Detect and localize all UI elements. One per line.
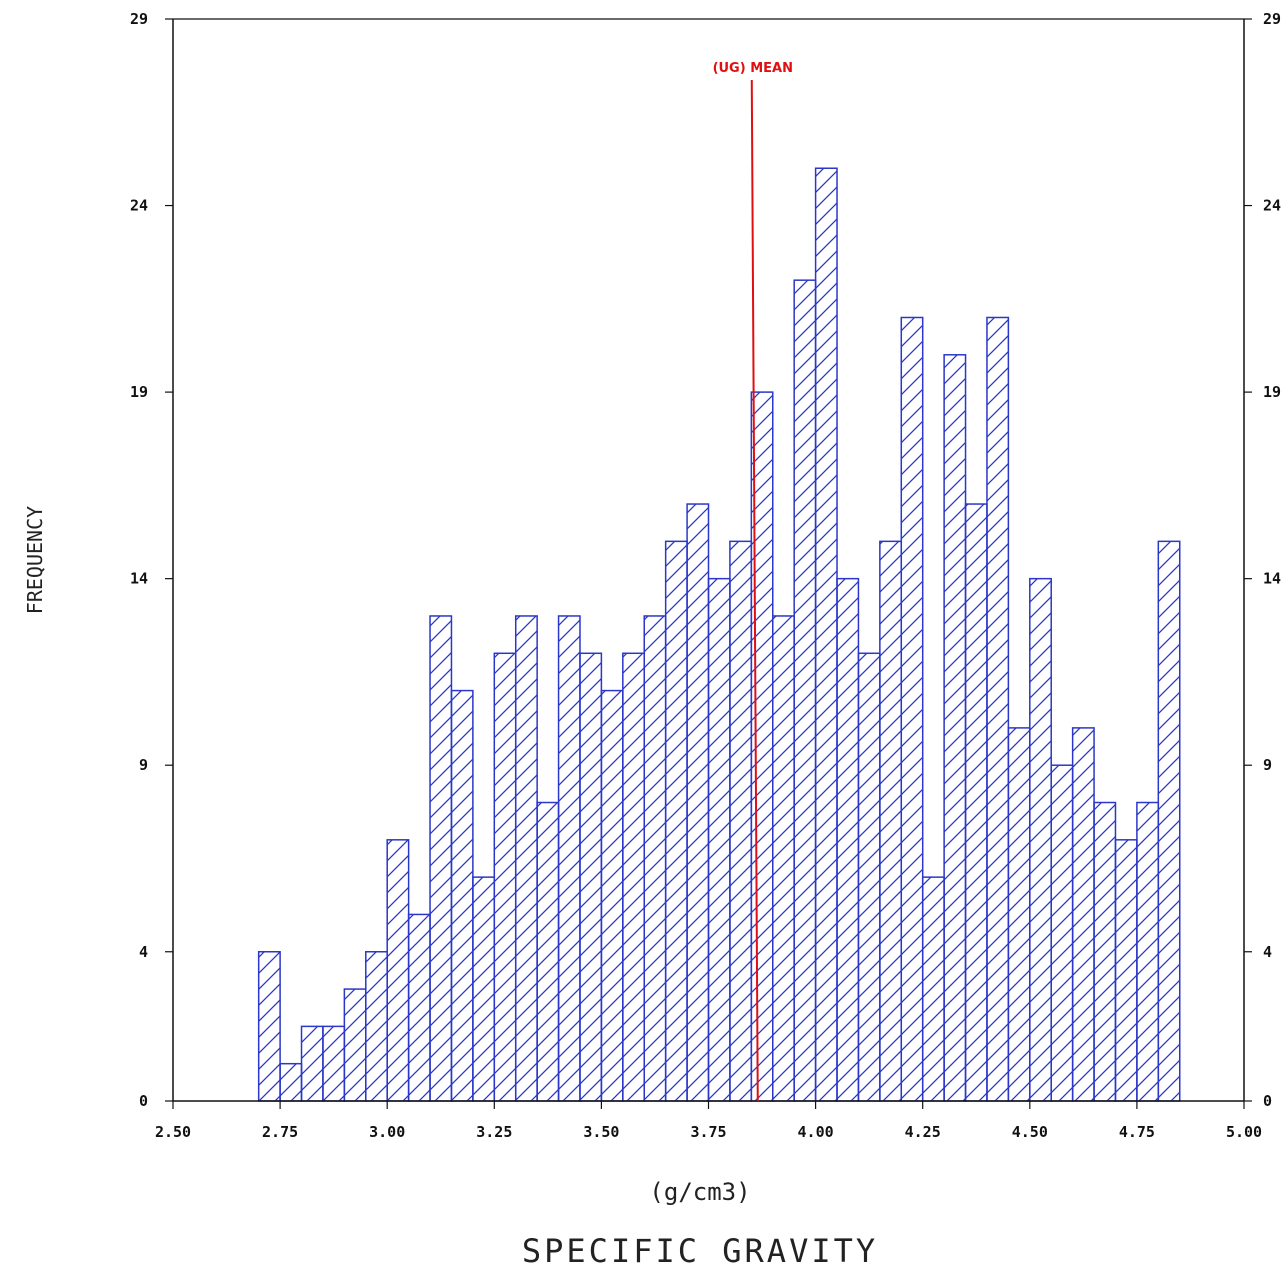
histogram-bar [836, 577, 860, 1102]
histogram-bar [643, 615, 667, 1102]
histogram-bar [450, 689, 474, 1102]
y-tick-label-right: 0 [1263, 1092, 1272, 1110]
histogram-bar [986, 316, 1010, 1102]
x-tick-label: 5.00 [1226, 1123, 1262, 1141]
y-tick-label-right: 9 [1263, 756, 1272, 774]
x-tick-label: 2.75 [262, 1123, 298, 1141]
histogram-bar [943, 354, 967, 1102]
histogram-bar [814, 167, 838, 1102]
histogram-bar [1114, 839, 1138, 1102]
histogram-bar [729, 540, 753, 1102]
histogram-bar [557, 615, 581, 1102]
histogram-bar [386, 839, 410, 1102]
x-tick-label: 3.75 [690, 1123, 726, 1141]
x-tick-label: 3.50 [583, 1123, 619, 1141]
histogram-bar [1093, 801, 1117, 1102]
histogram-bar [600, 689, 624, 1102]
y-tick-label-right: 24 [1263, 197, 1281, 215]
mean-line [750, 79, 759, 1102]
histogram-bar [964, 503, 988, 1102]
histogram-bar [365, 951, 388, 1102]
x-tick-label: 3.00 [369, 1123, 405, 1141]
mean-label: (UG) MEAN [713, 61, 793, 76]
x-tick-label: 3.25 [476, 1123, 512, 1141]
y-tick-label-right: 29 [1263, 10, 1281, 28]
histogram-bar [493, 652, 517, 1102]
histogram-bar [1136, 801, 1160, 1102]
y-axis-left-tick-labels: 0 4 9 14 19 24 29 [130, 10, 148, 1110]
histogram-bar [343, 988, 367, 1102]
chart-axes [165, 18, 1252, 1109]
y-axis-label: FREQUENCY [23, 506, 47, 614]
histogram-bar [1007, 727, 1031, 1102]
histogram-bar [772, 615, 795, 1102]
histogram-bar [686, 503, 710, 1102]
x-tick-label: 4.25 [905, 1123, 941, 1141]
histogram-bar [1029, 577, 1052, 1102]
y-tick-label-left: 14 [130, 570, 148, 588]
y-tick-label-left: 9 [139, 756, 148, 774]
y-tick-label-left: 4 [139, 943, 148, 961]
histogram-bar [1050, 764, 1074, 1102]
histogram-bar [322, 1025, 346, 1102]
histogram-bar [514, 615, 538, 1102]
histogram-bar [664, 540, 688, 1102]
histogram-bar [300, 1025, 324, 1102]
histogram-bar [429, 615, 453, 1102]
histogram-bar [900, 316, 924, 1102]
histogram-bar [579, 652, 603, 1102]
x-axis-unit-label: (g/cm3) [649, 1178, 750, 1206]
y-tick-label-left: 24 [130, 197, 148, 215]
y-tick-label-left: 0 [139, 1092, 148, 1110]
y-tick-label-left: 29 [130, 10, 148, 28]
x-tick-label: 4.00 [798, 1123, 834, 1141]
histogram-bar [1071, 727, 1095, 1102]
chart-title: SPECIFIC GRAVITY [522, 1232, 878, 1270]
histogram-bar [793, 279, 817, 1102]
x-axis-tick-labels: 2.50 2.75 3.00 3.25 3.50 3.75 4.00 4.25 4.50 4.75… [155, 1123, 1262, 1141]
histogram-bar [921, 876, 945, 1102]
histogram-bars [257, 167, 1181, 1102]
x-tick-label: 4.75 [1119, 1123, 1155, 1141]
y-tick-label-right: 4 [1263, 943, 1272, 961]
histogram-bar [536, 801, 560, 1102]
histogram-bar [707, 577, 731, 1102]
x-tick-label: 2.50 [155, 1123, 191, 1141]
histogram-bar [879, 540, 903, 1102]
y-tick-label-right: 19 [1263, 383, 1281, 401]
histogram-bar [472, 876, 496, 1102]
y-axis-right-tick-labels: 0 4 9 14 19 24 29 [1263, 10, 1281, 1110]
x-tick-label: 4.50 [1012, 1123, 1048, 1141]
histogram-bar [407, 913, 431, 1102]
y-tick-label-right: 14 [1263, 570, 1281, 588]
histogram-bar [1157, 540, 1181, 1102]
histogram-bar [279, 1062, 303, 1102]
histogram-bar [257, 951, 281, 1102]
histogram-bar [622, 652, 645, 1102]
y-tick-label-left: 19 [130, 383, 148, 401]
histogram-bar [857, 652, 881, 1102]
